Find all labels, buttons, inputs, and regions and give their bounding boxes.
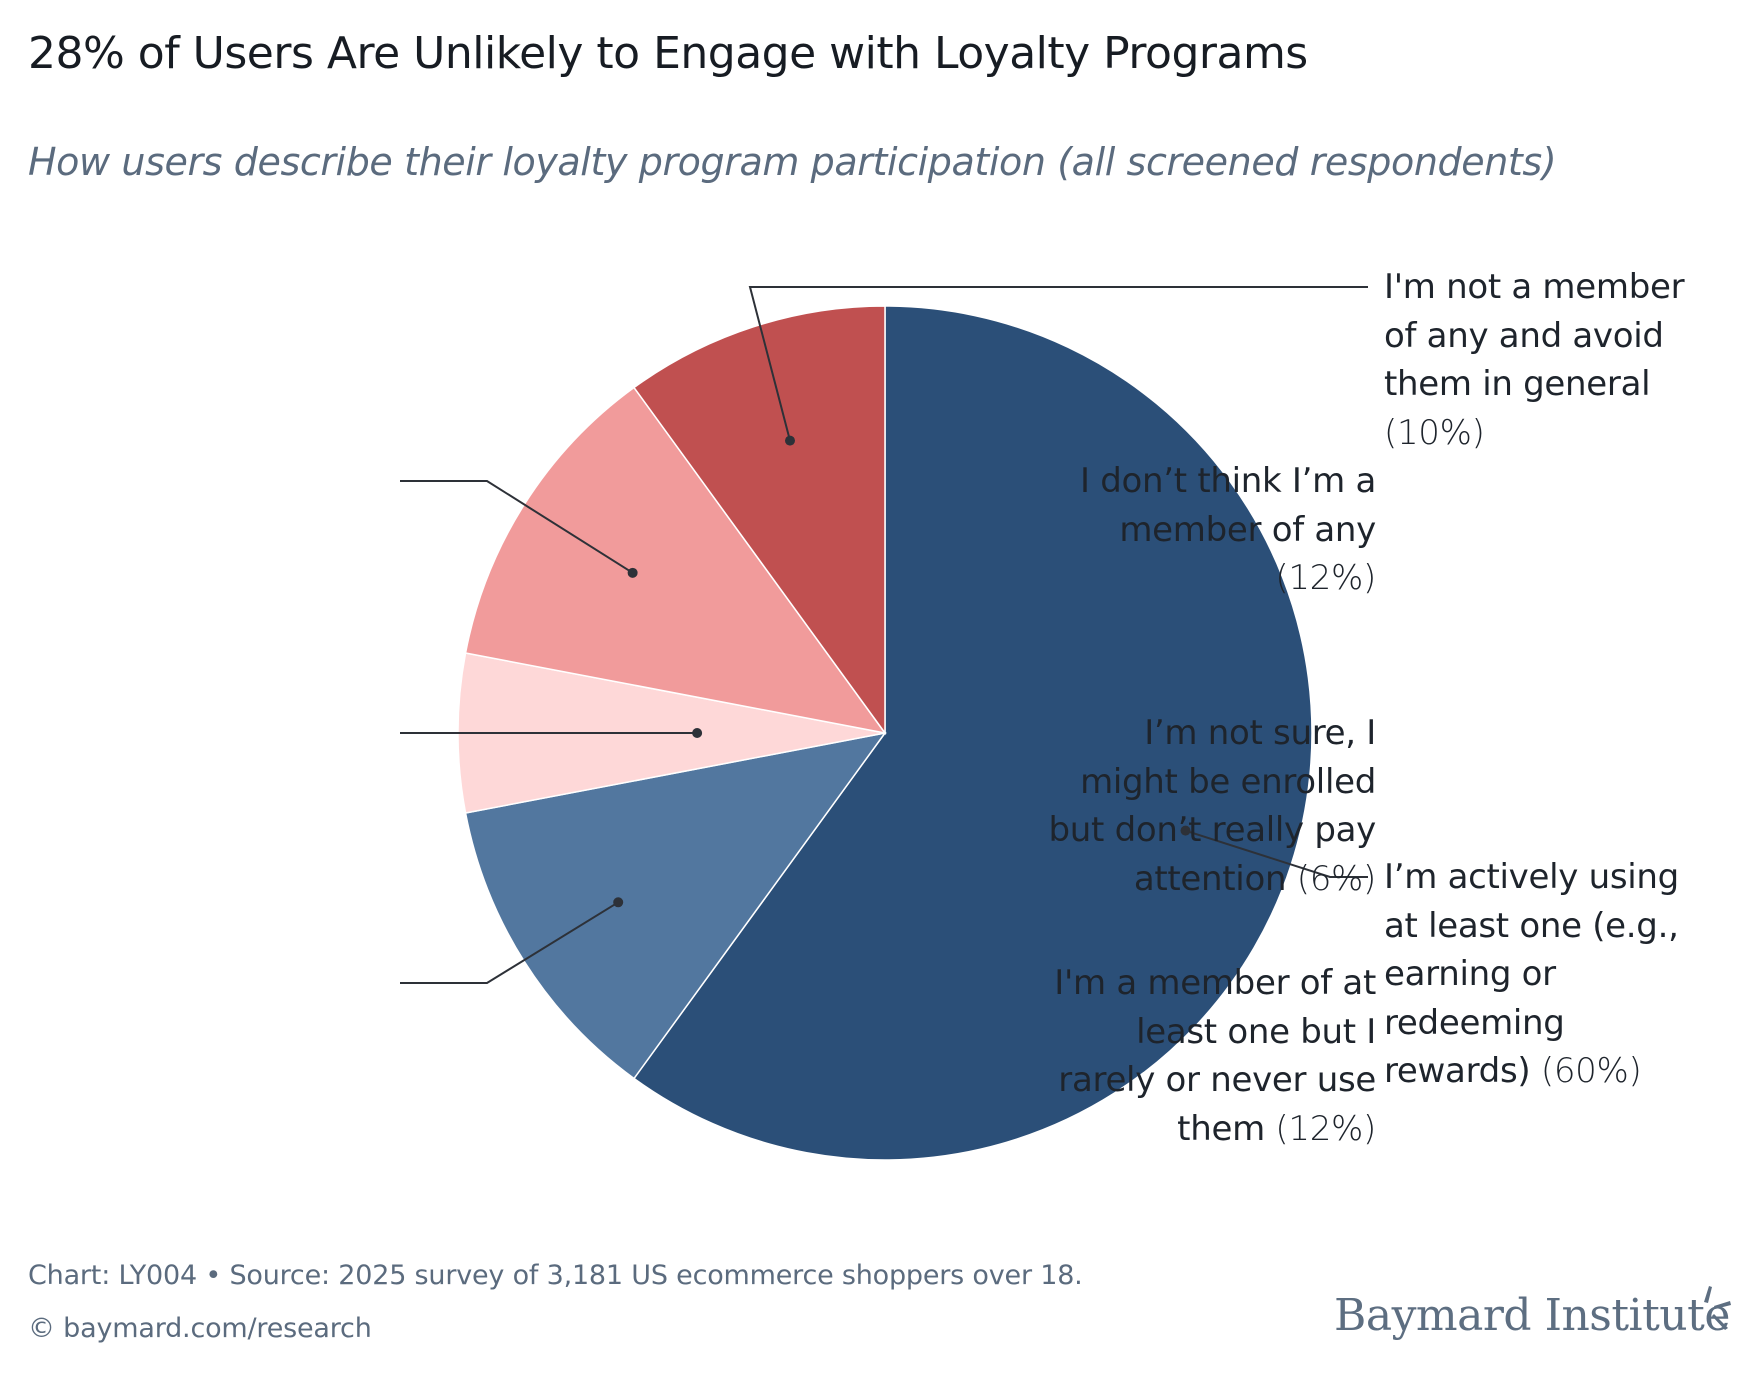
slice-label-text: I'm not a member [1384, 267, 1685, 307]
slice-value-label: (60%) [1530, 1051, 1642, 1091]
callout-lines [400, 286, 1368, 984]
slice-label: I’m not sure, I might be enrolled but don’… [1049, 709, 1377, 903]
slice-value-label: (12%) [1275, 558, 1376, 598]
brand-logo-text: Baymard Institute [1334, 1290, 1730, 1341]
slice-label: I don’t think I’m a member of any (12%) [1080, 457, 1376, 603]
copyright-link[interactable]: © baymard.com/research [28, 1313, 372, 1344]
slice-label-text: might be enrolled [1080, 761, 1376, 802]
slice-label-text: them in general [1384, 364, 1651, 404]
pie-slice [464, 731, 887, 1080]
callout-line [400, 901, 619, 984]
callout-line [748, 286, 1368, 441]
slice-label-text: redeeming [1384, 1002, 1565, 1043]
slice-label-text: at least one (e.g., [1384, 905, 1679, 946]
callout-dot [692, 728, 703, 738]
slice-label-text: member of any [1119, 509, 1376, 550]
callout-dot [784, 435, 795, 446]
slice-value-label: (6%) [1286, 858, 1377, 899]
callout-line [1185, 829, 1368, 878]
chart-subtitle: How users describe their loyalty program… [28, 140, 1557, 184]
slice-label-text: rarely or never use [1058, 1060, 1376, 1100]
slice-label-text: I’m actively using [1384, 857, 1679, 897]
pie-slice [632, 305, 886, 736]
chart-source-note: Chart: LY004 • Source: 2025 survey of 3,… [28, 1260, 1083, 1291]
slice-label-text: I'm a member of at [1054, 963, 1376, 1003]
callout-dot [627, 567, 638, 578]
slice-label-text: attention [1133, 858, 1287, 899]
slice-label-text: of any and avoid [1384, 315, 1664, 356]
slice-label-text: I don’t think I’m a [1080, 461, 1376, 501]
slice-value-label: (10%) [1384, 412, 1485, 453]
callout-dot [1180, 825, 1191, 836]
slice-label-text: but don’t really pay [1048, 810, 1377, 850]
slice-label-text: earning or [1384, 954, 1556, 994]
pie-slices [457, 305, 1313, 1161]
slice-label-text: least one but I [1136, 1011, 1376, 1052]
slice-label-text: I’m not sure, I [1144, 713, 1376, 753]
callout-dot [613, 897, 624, 908]
slice-label: I'm not a member of any and avoid them in … [1384, 263, 1685, 457]
chart-title: 28% of Users Are Unlikely to Engage with… [28, 28, 1308, 79]
slice-value-label: (12%) [1264, 1108, 1376, 1149]
slice-label: I’m actively using at least one (e.g., ear… [1384, 853, 1679, 1096]
slice-label-text: them [1177, 1108, 1265, 1149]
slice-label-text: rewards) [1384, 1051, 1531, 1091]
callout-line [400, 480, 634, 574]
baymard-burst-icon [1704, 1286, 1731, 1330]
slice-label: I'm a member of at least one but I rarely … [1054, 959, 1376, 1153]
